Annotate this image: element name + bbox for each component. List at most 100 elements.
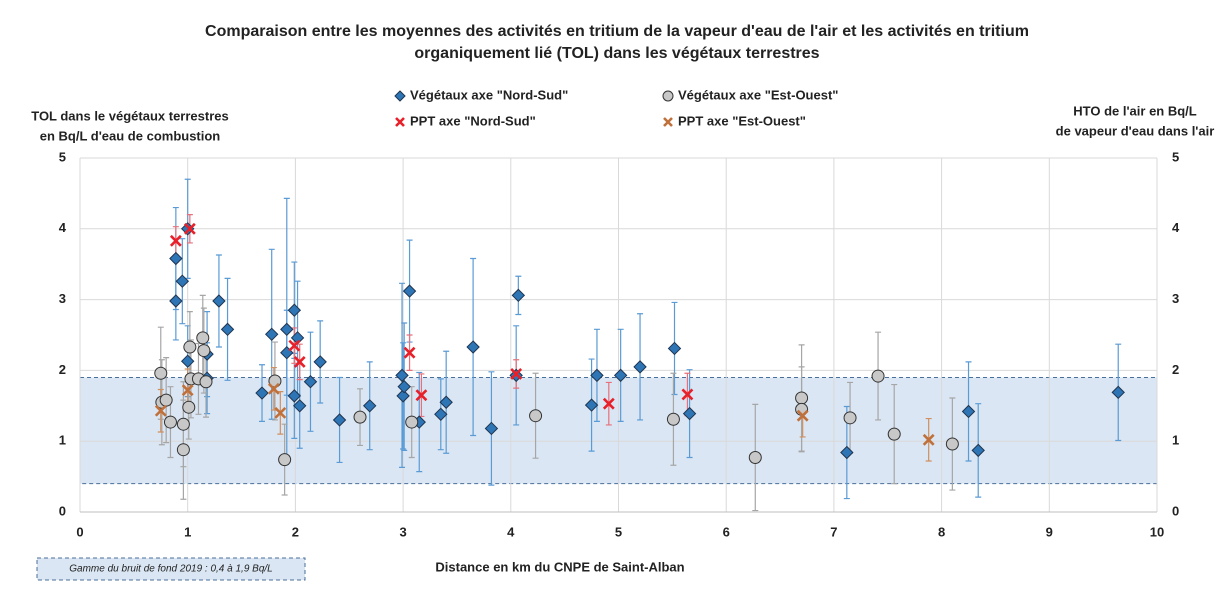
y-tick-label: 0 (59, 503, 66, 518)
point (163, 415, 177, 429)
point (1111, 385, 1125, 400)
point (332, 413, 347, 427)
point (397, 379, 411, 394)
point (180, 354, 195, 368)
point (971, 443, 985, 458)
point (402, 284, 417, 298)
point (264, 327, 279, 341)
point (287, 389, 302, 403)
point (681, 388, 694, 401)
point (395, 368, 409, 383)
chart-title: organiquement lié (TOL) dans les végétau… (414, 45, 819, 62)
x-tick-label: 3 (399, 524, 406, 539)
point (396, 389, 410, 403)
x-tick-label: 6 (723, 524, 730, 539)
chart-title: Comparaison entre les moyennes des activ… (205, 23, 1029, 40)
y2-tick-label: 0 (1172, 503, 1179, 518)
legend-marker (395, 117, 405, 127)
point (415, 389, 428, 402)
point (278, 453, 292, 467)
legend-label: PPT axe "Nord-Sud" (410, 113, 536, 128)
x-tick-label: 4 (507, 524, 515, 539)
y2-tick-label: 3 (1172, 291, 1179, 306)
x-tick-label: 9 (1046, 524, 1053, 539)
point (843, 411, 857, 425)
point (666, 412, 680, 426)
legend-label: PPT axe "Est-Ouest" (678, 113, 806, 128)
x-tick-label: 7 (830, 524, 837, 539)
legend-label: Végétaux axe "Est-Ouest" (678, 87, 838, 102)
y2-tick-label: 1 (1172, 433, 1179, 448)
point (405, 415, 419, 429)
point (199, 375, 213, 389)
band-label-box (36, 557, 306, 581)
y2-tick-label: 5 (1172, 149, 1179, 164)
point (183, 340, 197, 354)
point (353, 410, 367, 424)
point (633, 360, 647, 374)
point (288, 339, 301, 352)
x-axis-title: Distance en km du CNPE de Saint-Alban (435, 559, 684, 574)
point (169, 294, 183, 308)
point (602, 397, 615, 410)
point (176, 443, 190, 457)
point (961, 404, 976, 419)
point (293, 355, 306, 368)
legend-marker (662, 90, 674, 102)
y2-tick-label: 4 (1172, 220, 1180, 235)
x-tick-label: 8 (938, 524, 945, 539)
point (169, 251, 183, 266)
x-tick-label: 2 (292, 524, 299, 539)
x-tick-label: 1 (184, 524, 191, 539)
point (169, 234, 182, 247)
legend-label: Végétaux axe "Nord-Sud" (410, 87, 568, 102)
legend-marker (663, 117, 673, 127)
point (267, 382, 280, 395)
point (795, 391, 809, 405)
y-tick-label: 1 (59, 433, 66, 448)
point (466, 340, 480, 354)
point (303, 375, 318, 389)
point (159, 393, 173, 407)
y-tick-label: 5 (59, 149, 66, 164)
point (183, 222, 196, 235)
point (840, 445, 854, 460)
point (287, 303, 302, 317)
point (871, 369, 885, 383)
point (274, 406, 287, 419)
point (280, 322, 294, 337)
point (511, 288, 526, 303)
x-tick-label: 10 (1150, 524, 1164, 539)
point (313, 355, 327, 369)
point (796, 409, 809, 422)
point (175, 274, 190, 288)
y-tick-label: 2 (59, 362, 66, 377)
point (212, 294, 226, 308)
point (682, 406, 697, 421)
y-axis-title: TOL dans le végétaux terrestres (31, 108, 229, 123)
point (667, 341, 682, 356)
point (220, 322, 235, 337)
point (293, 399, 307, 413)
point (590, 368, 604, 383)
legend-marker (394, 90, 406, 102)
x-tick-label: 0 (76, 524, 83, 539)
point (154, 366, 168, 380)
x-tick-label: 5 (615, 524, 622, 539)
point (510, 368, 523, 380)
y-tick-label: 4 (59, 220, 67, 235)
point (484, 421, 499, 436)
point (182, 400, 196, 414)
point (154, 404, 167, 417)
point (748, 450, 762, 464)
point (945, 437, 959, 451)
point (181, 384, 194, 397)
y2-tick-label: 2 (1172, 362, 1179, 377)
point (403, 346, 416, 359)
point (196, 331, 210, 345)
band-label: Gamme du bruit de fond 2019 : 0,4 à 1,9 … (69, 564, 272, 575)
point (887, 427, 901, 441)
point (529, 409, 543, 423)
